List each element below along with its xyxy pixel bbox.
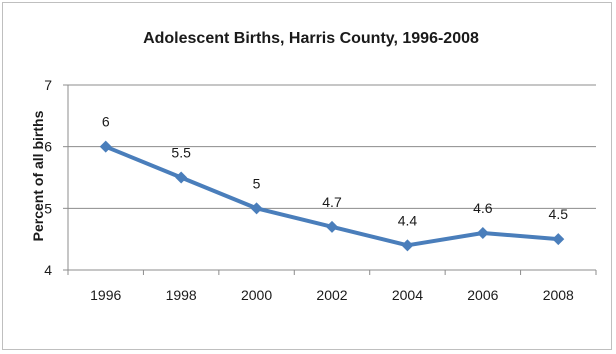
data-point-marker — [401, 239, 414, 252]
data-label: 4.6 — [473, 200, 493, 216]
axes — [63, 84, 597, 275]
x-tick-label: 2002 — [316, 287, 347, 303]
data-point-marker — [476, 227, 489, 239]
data-label: 6 — [102, 114, 110, 130]
chart-area — [2, 2, 612, 350]
data-label: 4.7 — [322, 194, 342, 210]
y-tick-label: 5 — [44, 200, 52, 216]
y-tick-labels: 4 5 6 7 — [44, 77, 52, 278]
x-tick-labels: 1996 1998 2000 2002 2004 2006 2008 — [90, 287, 574, 303]
gridlines — [68, 84, 596, 209]
y-tick-label: 4 — [44, 262, 52, 278]
x-tick-label: 2006 — [467, 287, 498, 303]
chart-title: Adolescent Births, Harris County, 1996-2… — [143, 30, 479, 47]
y-tick-label: 7 — [44, 77, 52, 93]
x-tick-label: 2000 — [241, 287, 272, 303]
data-label: 4.4 — [398, 212, 418, 228]
data-point-marker — [175, 171, 188, 184]
y-axis-label: Percent of all births — [30, 110, 46, 241]
data-labels: 6 5.5 5 4.7 4.4 4.6 4.5 — [102, 114, 568, 229]
x-tick-label: 2008 — [543, 287, 574, 303]
x-tick-label: 1996 — [90, 287, 121, 303]
data-label: 5.5 — [171, 145, 191, 161]
x-tick-label: 1998 — [166, 287, 197, 303]
x-tick-label: 2004 — [392, 287, 423, 303]
data-label: 5 — [253, 175, 261, 191]
y-tick-label: 6 — [44, 139, 52, 155]
data-point-marker — [250, 202, 263, 215]
data-point-marker — [552, 233, 565, 246]
data-label: 4.5 — [549, 206, 569, 222]
data-point-marker — [99, 140, 112, 153]
data-point-marker — [326, 220, 338, 233]
data-markers — [99, 140, 565, 252]
